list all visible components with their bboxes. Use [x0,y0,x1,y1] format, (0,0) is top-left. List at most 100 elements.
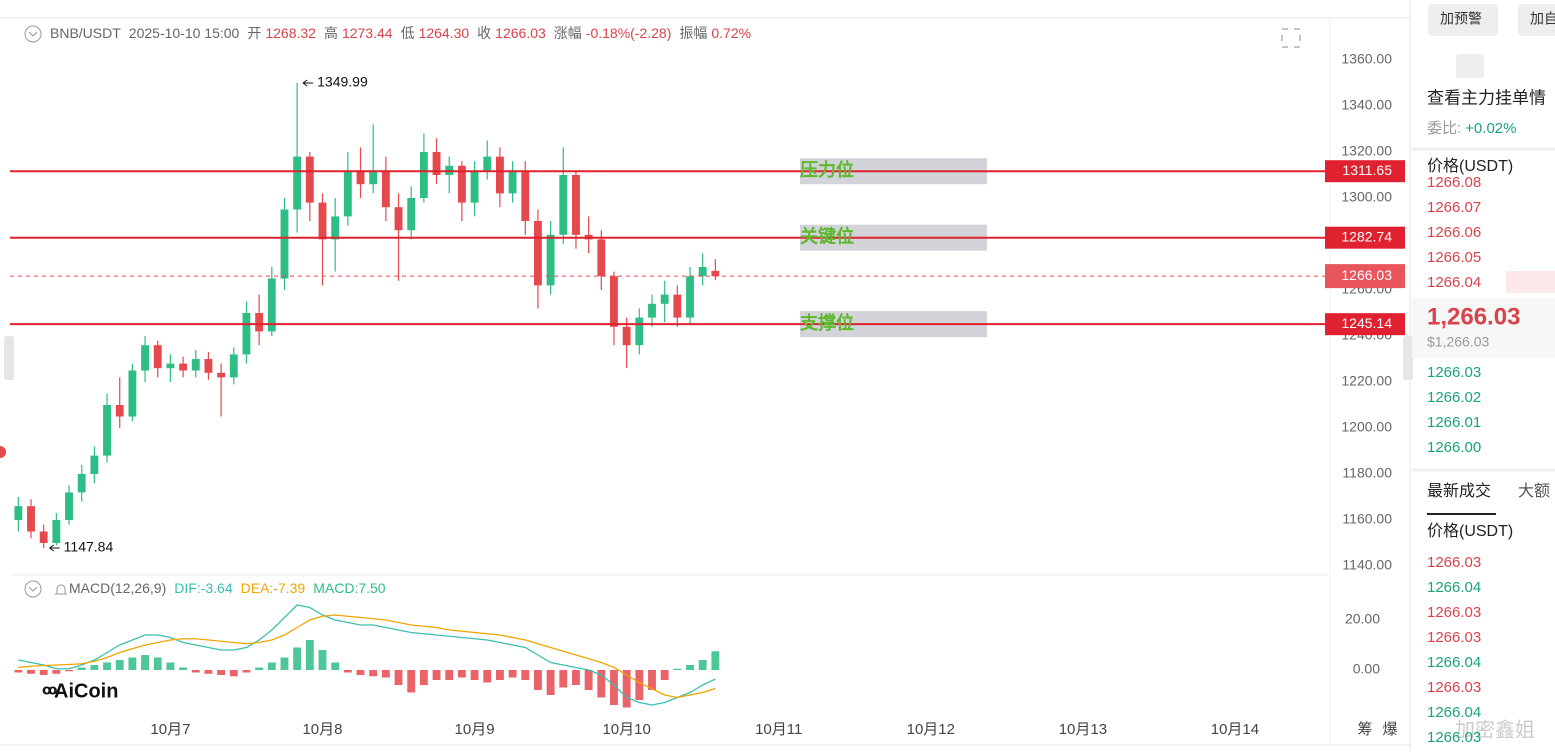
candle-body [711,270,720,277]
y-tick-label: 1360.00 [1341,51,1392,67]
current-price-usd: $1,266.03 [1427,334,1489,350]
macd-bar [255,667,264,670]
button[interactable] [1518,4,1555,36]
bid-price: 1266.03 [1427,364,1481,381]
macd-bar [470,670,479,680]
macd-bar [394,670,403,685]
candle-body [369,170,378,185]
macd-bar [267,662,276,670]
x-tick-label: 10月12 [907,721,955,738]
field-label: 涨幅 [554,25,582,41]
footer-tab[interactable]: 筹 [1357,721,1372,738]
button-label[interactable]: 加预警 [1440,11,1482,27]
candle-body [179,363,188,371]
candle-body [52,520,61,543]
candle-body [293,156,302,210]
level-label: 支撑位 [799,312,854,333]
legend-entry: DEA:-7.39 [241,580,306,596]
candle-body [660,294,669,304]
macd-bar [534,670,542,690]
x-tick-label: 10月7 [150,721,190,738]
macd-bar [572,670,580,685]
legend-entry: DIF:-3.64 [174,580,233,596]
macd-bar [483,670,492,683]
tab[interactable]: 大额 [1518,482,1550,500]
field-label: 开 [247,25,261,41]
alert-dot [0,446,6,458]
macd-bar [457,670,466,678]
macd-bar [508,670,517,678]
bell-icon[interactable] [55,584,67,595]
candle-body [470,170,479,203]
candle-body [622,326,631,346]
candle-body [77,474,86,493]
candle-body [331,216,340,240]
macd-bar [622,670,631,708]
depth-link[interactable]: 查看主力挂单情 [1427,88,1546,107]
field-label: 低 [401,25,415,41]
y-tick-label: 20.00 [1345,611,1380,627]
candle-body [495,156,504,194]
depth-bar [1506,271,1555,293]
macd-bar [65,670,73,672]
macd-bar [90,665,99,670]
button[interactable] [1428,4,1498,36]
y-tick-label: 1320.00 [1341,143,1392,159]
candle-body [115,405,124,417]
view-icon-bg [1456,54,1484,78]
collapse-button[interactable] [24,25,42,43]
arrow [302,79,314,87]
chevron [28,586,38,592]
candle-body [65,492,73,520]
candle-body [217,372,226,378]
ask-price: 1266.04 [1427,274,1481,291]
candle-body [318,202,327,240]
macd-bar [356,670,365,675]
candle-body [394,207,403,231]
macd-bar [419,670,428,685]
fullscreen-button[interactable] [1281,28,1301,48]
arrow [48,544,60,552]
y-tick-label: 1340.00 [1341,97,1392,113]
candle-body [648,303,656,318]
legend-entry: MACD:7.50 [313,580,386,596]
candle-body [698,267,707,277]
collapse-button[interactable] [24,580,42,598]
candle-body [432,152,441,175]
button-label[interactable]: 加自 [1530,11,1555,27]
field-label: 收 [477,25,491,41]
macd-bar [686,665,694,670]
field-value: 1264.30 [419,25,470,41]
macd-bar [559,670,568,688]
macd-bar [673,668,682,670]
macd-bar [635,670,644,700]
candle-body [534,221,542,286]
candle-body [572,175,580,235]
ohlc-header: BNB/USDT 2025-10-10 15:00 开 1268.32 高 1273.44… [50,25,751,41]
candle-body [90,455,99,474]
footer-tab[interactable]: 爆 [1382,721,1397,738]
candle-body [103,405,111,456]
last-price-tag [1325,264,1405,289]
tab[interactable]: 最新成交 [1427,482,1491,500]
macd-bar [597,670,606,698]
logo: AiCoin [54,680,118,702]
macd-bar [179,667,188,670]
side-tab[interactable] [4,336,14,380]
candle-body [419,152,428,198]
macd-bar [280,657,289,670]
macd-line [18,604,716,706]
x-tick-label: 10月8 [302,721,342,738]
logo-mark: ꝏ [42,682,57,698]
candle-body [14,506,23,520]
bid-price: 1266.02 [1427,389,1481,406]
x-tick-label: 10月13 [1059,721,1107,738]
macd-bar [52,670,61,674]
bid-price: 1266.00 [1427,439,1481,456]
macd-bar [27,670,35,674]
candle-body [635,317,644,346]
watermark: 加密鑫姐 [1455,718,1535,741]
side-tab[interactable] [1403,336,1413,380]
candle-body [27,506,35,532]
x-tick-label: 10月14 [1211,721,1259,738]
